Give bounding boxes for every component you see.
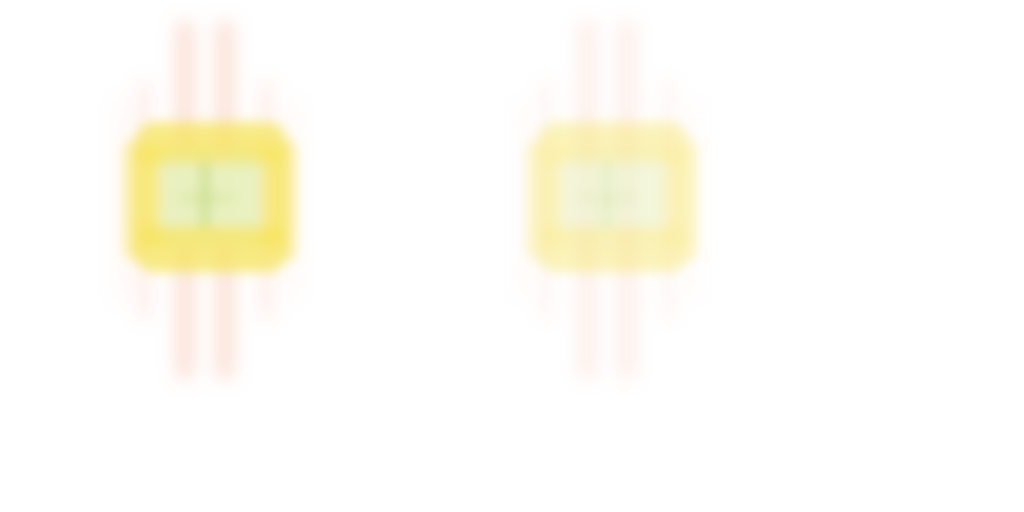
flare-sprite-icon xyxy=(518,20,698,380)
flare-sprite-faded xyxy=(468,0,748,420)
flare-sprite-icon xyxy=(116,20,296,380)
flare-sprite-opaque xyxy=(66,0,346,420)
